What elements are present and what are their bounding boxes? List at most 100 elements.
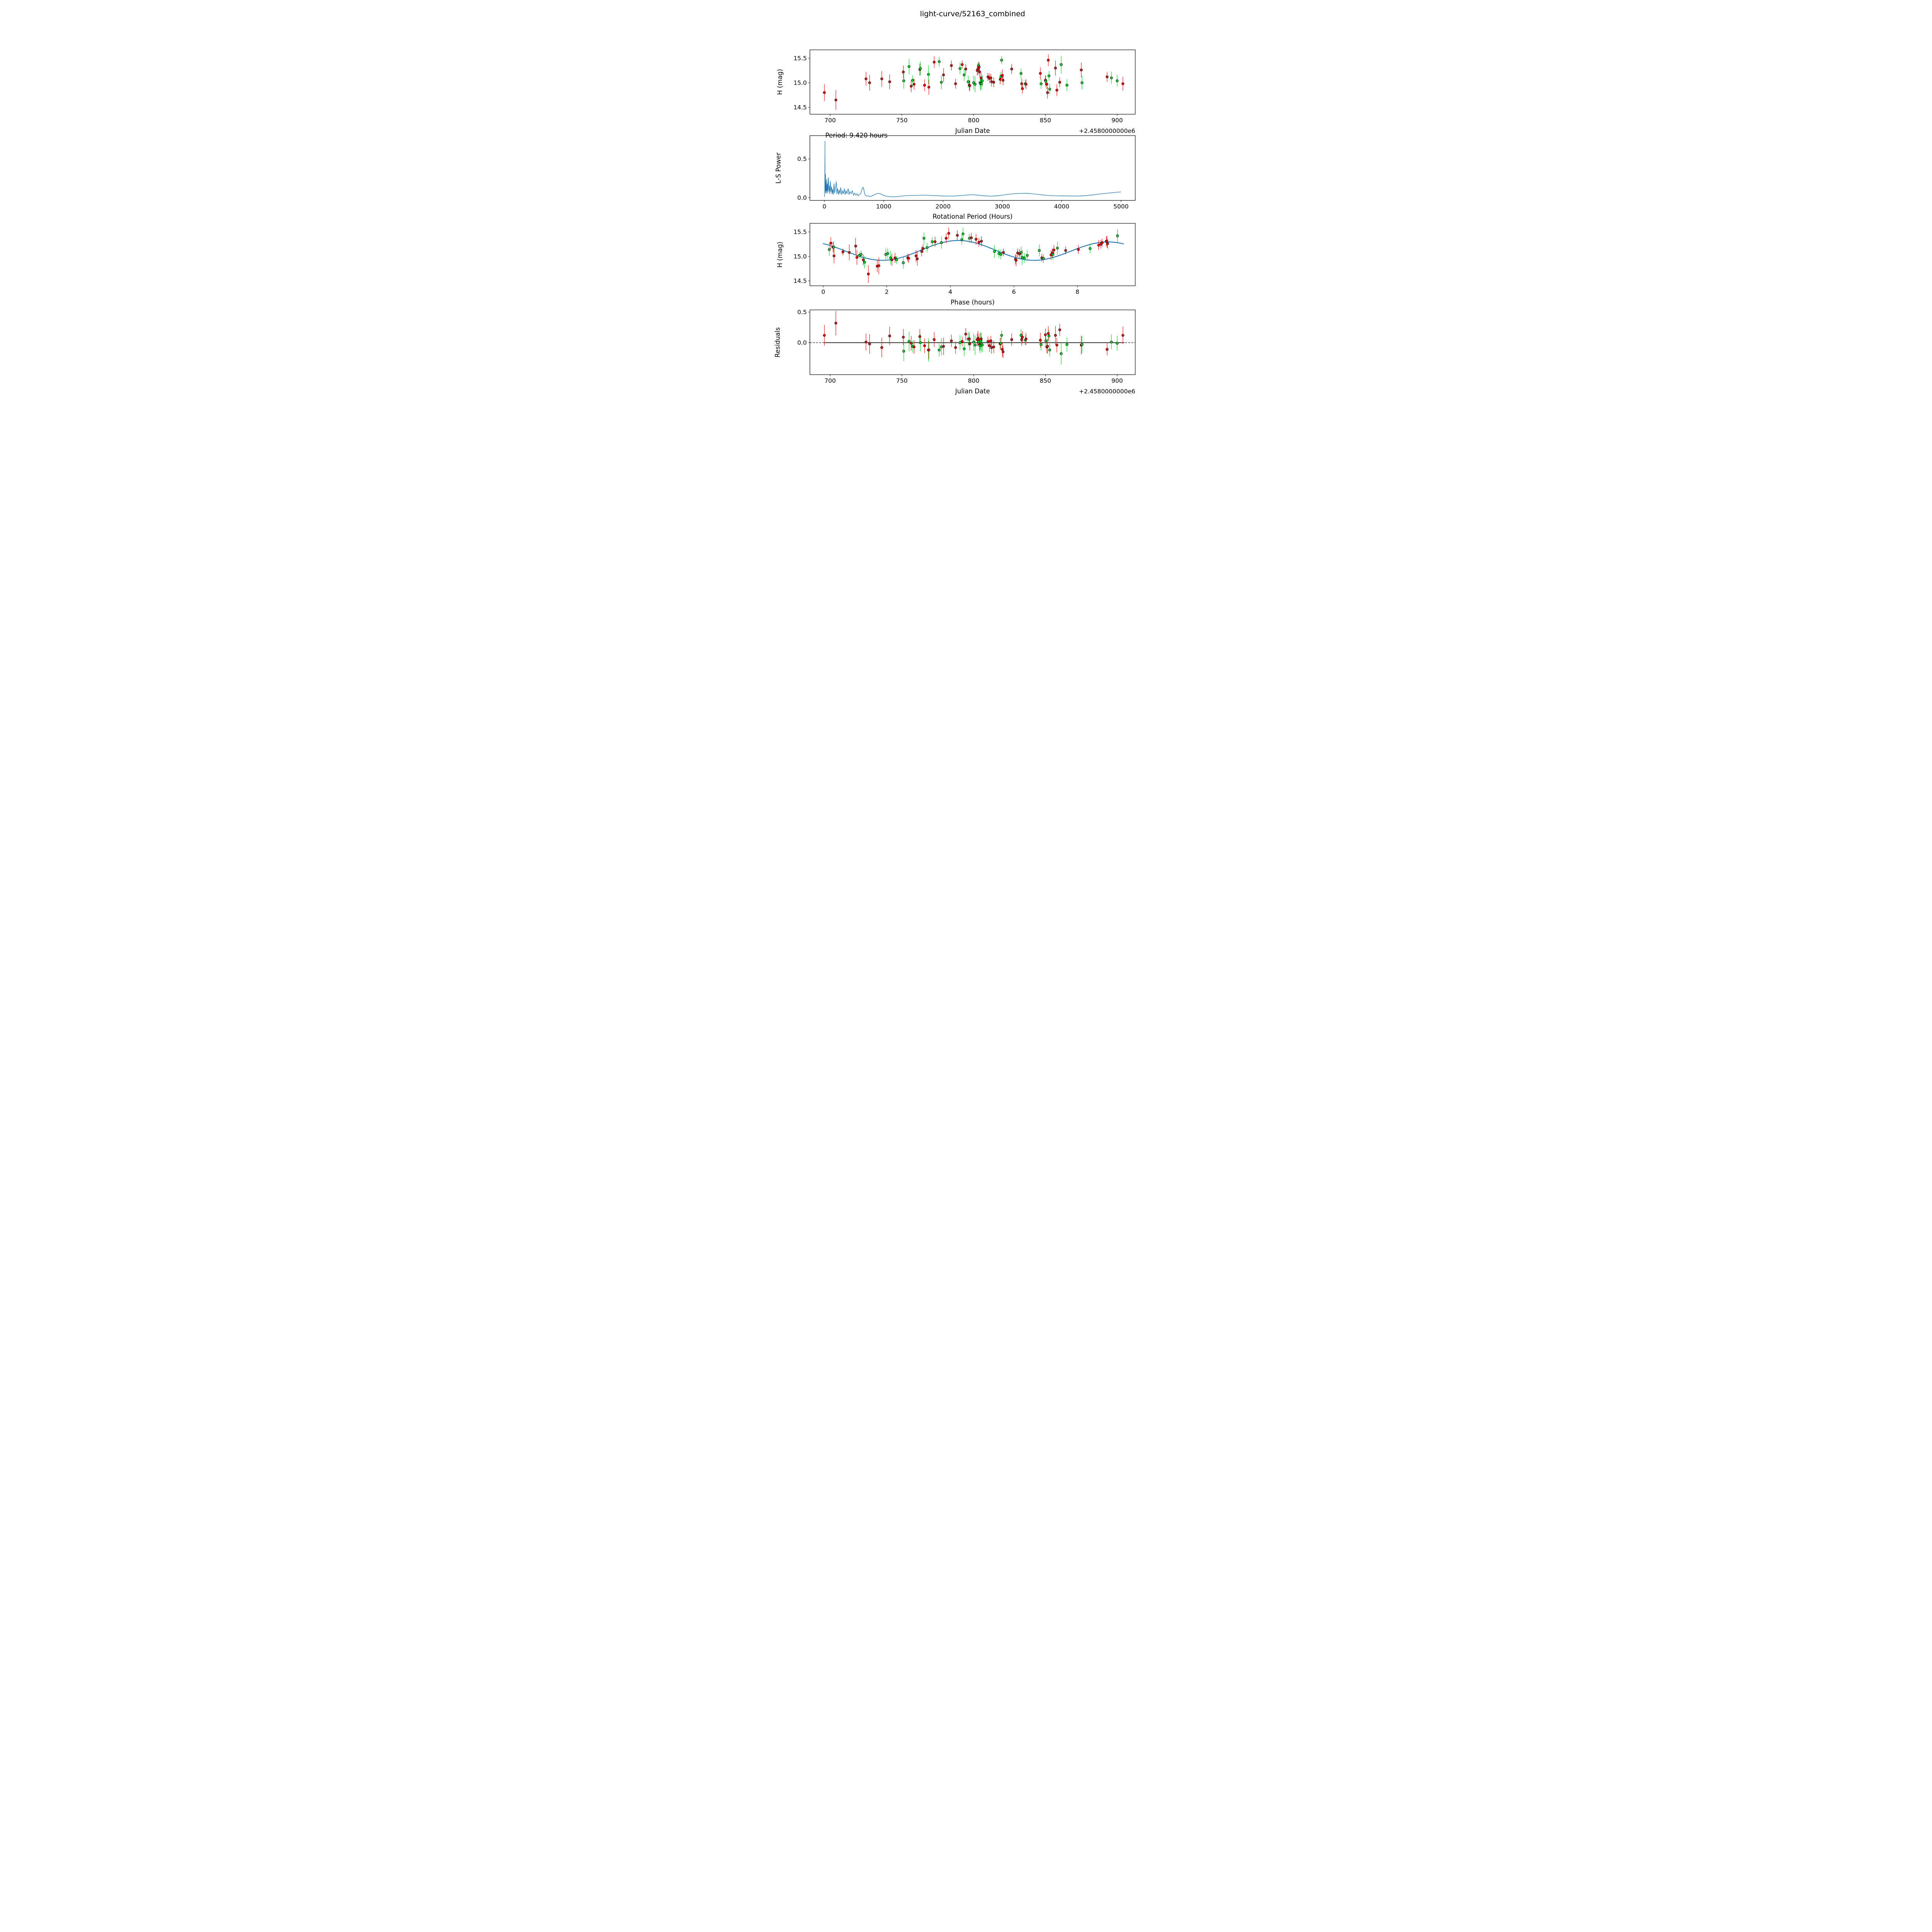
data-point (1116, 234, 1119, 237)
data-point (1056, 247, 1059, 250)
x-tick-label: 850 (1040, 378, 1051, 384)
data-point (963, 347, 966, 350)
periodogram-axes: 0 1000 2000 3000 4000 5000 0.0 0.5 (797, 135, 1136, 210)
data-point (1044, 80, 1048, 83)
data-point (970, 236, 973, 239)
data-point (980, 82, 983, 85)
x-tick-label: 900 (1111, 378, 1123, 384)
light-curve-figure: light-curve/52163_combined 700 750 800 850 9… (774, 10, 1136, 395)
data-point (1065, 343, 1068, 346)
data-point (1039, 343, 1043, 346)
data-point (1106, 242, 1109, 245)
data-point (910, 342, 913, 345)
data-point (1105, 75, 1109, 78)
data-point (915, 254, 918, 257)
data-point (1019, 334, 1022, 337)
data-point (1055, 344, 1058, 347)
data-point (967, 80, 970, 83)
data-point (981, 79, 984, 82)
data-point (864, 77, 867, 80)
x-tick-label: 4 (949, 289, 952, 296)
data-point (823, 91, 826, 94)
data-point (1048, 74, 1051, 77)
xlabel-rotational-period: Rotational Period (Hours) (933, 213, 1013, 220)
data-point (902, 79, 905, 82)
x-tick-label: 3000 (995, 203, 1010, 210)
data-point (945, 237, 948, 240)
data-point (1051, 253, 1054, 256)
data-point (919, 341, 922, 344)
data-point (989, 339, 992, 342)
x-tick-label: 800 (968, 378, 980, 384)
data-point (925, 246, 929, 249)
data-point (832, 254, 836, 257)
axes-frame (810, 135, 1136, 201)
data-point (931, 240, 934, 243)
data-point (978, 70, 981, 73)
data-point (1116, 342, 1119, 345)
data-point (927, 73, 930, 76)
data-point (1116, 79, 1119, 82)
data-point (989, 76, 992, 80)
data-point (961, 340, 964, 343)
data-point (1002, 79, 1005, 82)
data-point (978, 65, 981, 69)
data-point (1047, 59, 1050, 62)
data-point (999, 342, 1002, 345)
data-point (902, 261, 905, 264)
data-point (1046, 345, 1049, 348)
y-tick-label: 14.5 (793, 104, 807, 111)
period-annotation: Period: 9.420 hours (825, 132, 888, 139)
y-tick-label: 0.5 (797, 309, 807, 316)
data-point (1121, 82, 1124, 85)
periodogram-line (824, 141, 1121, 197)
data-point (1015, 259, 1018, 262)
data-point (1048, 88, 1051, 91)
data-point (1002, 350, 1005, 354)
data-point (895, 258, 898, 261)
ylabel-ls-power: L-S Power (775, 153, 782, 184)
data-point (976, 68, 980, 71)
data-point (834, 321, 837, 325)
data-point (1020, 338, 1023, 341)
y-tick-label: 15.5 (793, 55, 807, 62)
x-tick-label: 750 (896, 117, 908, 124)
data-point (933, 61, 936, 64)
data-point (922, 247, 925, 250)
data-point (988, 344, 991, 347)
data-point (964, 333, 967, 336)
data-point (1054, 66, 1057, 70)
data-point (911, 79, 914, 82)
data-point (938, 60, 941, 63)
data-point (1024, 337, 1027, 340)
data-point (1020, 256, 1024, 259)
data-point (1058, 81, 1061, 84)
data-point (1021, 87, 1024, 90)
data-point (968, 342, 971, 345)
data-point (916, 257, 919, 260)
data-point (961, 232, 964, 235)
data-point (1026, 254, 1029, 257)
data-point (950, 339, 953, 342)
data-point (999, 253, 1002, 256)
data-point (958, 341, 962, 344)
data-point (1010, 68, 1013, 71)
data-point (973, 344, 977, 347)
data-point (1080, 343, 1083, 346)
x-tick-label: 8 (1075, 289, 1079, 296)
data-point (992, 81, 995, 84)
data-point (980, 240, 983, 243)
data-point (877, 264, 880, 267)
ylabel-h-mag-phased: H (mag) (776, 242, 784, 267)
data-point (834, 99, 837, 102)
data-point (1020, 251, 1023, 254)
data-point (1110, 340, 1113, 344)
data-point (1039, 338, 1042, 342)
data-point (1058, 328, 1061, 332)
data-point (854, 245, 857, 248)
data-point (934, 240, 937, 243)
data-point (908, 65, 911, 68)
data-point (1042, 257, 1045, 260)
data-point (980, 337, 983, 340)
y-tick-label: 14.5 (793, 277, 807, 284)
